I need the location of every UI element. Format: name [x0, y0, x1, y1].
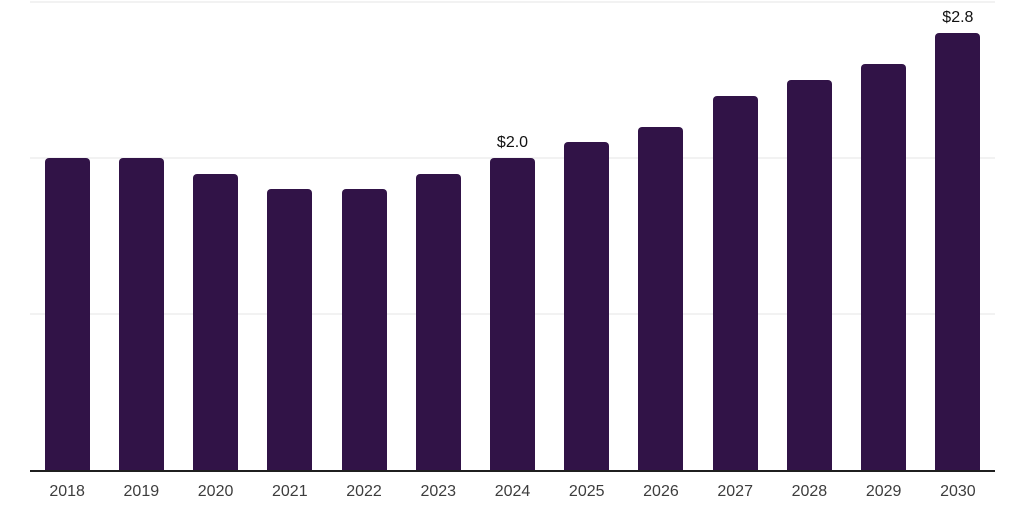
- bar-2018: [44, 158, 90, 470]
- gridline-3.0: [30, 1, 995, 3]
- bar-2021: [267, 189, 313, 470]
- x-tick-2027: 2027: [717, 483, 753, 500]
- bar-2024: [490, 158, 535, 470]
- bar-2030: [935, 33, 981, 470]
- x-tick-2029: 2029: [865, 483, 902, 500]
- bar-2029: [861, 64, 907, 470]
- bar-2019: [118, 158, 164, 470]
- x-tick-2030: 2030: [940, 483, 976, 500]
- x-tick-2019: 2019: [123, 483, 160, 500]
- bar-2026: [638, 126, 684, 470]
- bar-2022: [341, 189, 387, 470]
- bar-2025: [564, 142, 610, 470]
- x-tick-2028: 2028: [791, 483, 828, 500]
- bar-2020: [193, 173, 239, 470]
- x-tick-2024: 2024: [494, 483, 531, 500]
- bar-2028: [786, 80, 832, 470]
- bar-value-label-2024: $2.0: [496, 134, 529, 151]
- x-tick-2020: 2020: [197, 483, 234, 500]
- x-axis-line: [30, 470, 995, 472]
- x-tick-2021: 2021: [272, 483, 308, 500]
- bar-2023: [415, 173, 461, 470]
- x-tick-2018: 2018: [49, 483, 85, 500]
- x-tick-2025: 2025: [568, 483, 605, 500]
- x-tick-2026: 2026: [643, 483, 679, 500]
- bar-value-label-2030: $2.8: [942, 9, 974, 27]
- x-tick-2023: 2023: [420, 483, 457, 500]
- bar-2027: [712, 95, 758, 470]
- x-tick-2022: 2022: [346, 483, 382, 500]
